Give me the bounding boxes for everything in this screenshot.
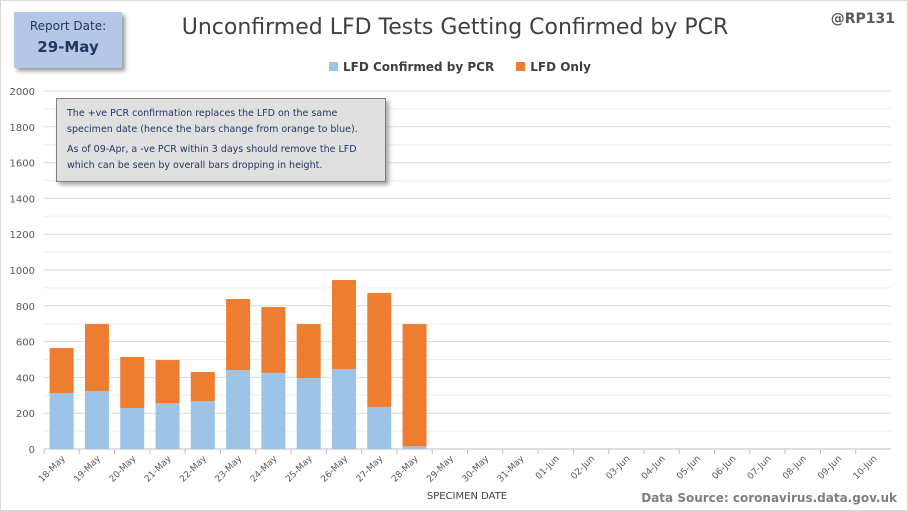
y-tick-label: 1200	[10, 230, 35, 241]
x-tick-label: 24-May	[249, 454, 280, 485]
bar-confirmed	[261, 372, 286, 449]
x-tick-label: 03-Jun	[605, 454, 633, 482]
x-tick-label: 10-Jun	[852, 454, 880, 482]
x-tick-label: 08-Jun	[781, 454, 809, 482]
bar-lfd-only	[226, 298, 251, 371]
x-tick-label: 09-Jun	[816, 454, 844, 482]
bar-lfd-only	[402, 324, 427, 447]
bar-confirmed	[49, 392, 74, 449]
x-tick-label: 28-May	[390, 454, 421, 485]
x-tick-label: 21-May	[143, 454, 174, 485]
report-date-label: Report Date:	[29, 19, 107, 33]
bar-lfd-only	[120, 356, 145, 409]
y-tick-label: 1800	[10, 123, 35, 134]
bar-confirmed	[367, 406, 392, 449]
y-tick-label: 800	[16, 302, 35, 313]
bar-confirmed	[84, 391, 109, 449]
legend-label: LFD Confirmed by PCR	[343, 60, 495, 74]
annotation-note: The +ve PCR confirmation replaces the LF…	[56, 98, 386, 182]
bar-confirmed	[226, 370, 251, 449]
bar-lfd-only	[296, 324, 321, 378]
bar-lfd-only	[261, 307, 286, 373]
note-paragraph-1: The +ve PCR confirmation replaces the LF…	[67, 108, 358, 135]
x-tick-label: 06-Jun	[711, 454, 739, 482]
x-axis-label: SPECIMEN DATE	[427, 491, 507, 502]
report-date-value: 29-May	[37, 38, 99, 56]
x-tick-label: 27-May	[355, 454, 386, 485]
x-tick-label: 25-May	[284, 454, 315, 485]
legend-label: LFD Only	[530, 60, 591, 74]
bar-lfd-only	[367, 292, 392, 407]
x-tick-label: 29-May	[425, 454, 456, 485]
legend: LFD Confirmed by PCR LFD Only	[329, 60, 591, 74]
x-tick-label: 31-May	[496, 454, 527, 485]
x-tick-label: 22-May	[178, 454, 209, 485]
y-tick-label: 1400	[10, 194, 35, 205]
y-tick-label: 600	[16, 338, 35, 349]
y-tick-label: 1000	[10, 266, 35, 277]
bar-lfd-only	[190, 372, 215, 402]
x-tick-label: 30-May	[461, 454, 492, 485]
legend-item-confirmed: LFD Confirmed by PCR	[329, 60, 494, 74]
bar-confirmed	[296, 377, 321, 449]
bar-lfd-only	[155, 360, 180, 403]
x-tick-label: 05-Jun	[675, 454, 703, 482]
y-tick-label: 0	[29, 445, 35, 456]
x-tick-label: 01-Jun	[534, 454, 562, 482]
data-source: Data Source: coronavirus.data.gov.uk	[641, 491, 897, 505]
y-tick-label: 2000	[10, 87, 35, 98]
y-tick-label: 1600	[10, 159, 35, 170]
y-tick-label: 200	[16, 409, 35, 420]
author-handle: @RP131	[830, 11, 895, 27]
bar-lfd-only	[84, 324, 109, 392]
y-tick-label: 400	[16, 373, 35, 384]
bar-confirmed	[331, 368, 356, 449]
bar-confirmed	[120, 408, 145, 449]
bar-confirmed	[190, 401, 215, 449]
x-tick-label: 19-May	[72, 454, 103, 485]
x-tick-label: 18-May	[37, 454, 68, 485]
x-tick-label: 23-May	[214, 454, 245, 485]
x-tick-label: 02-Jun	[569, 454, 597, 482]
x-tick-label: 04-Jun	[640, 454, 668, 482]
report-date-box: Report Date: 29-May	[14, 12, 122, 68]
bar-lfd-only	[331, 280, 356, 369]
bar-confirmed	[155, 402, 180, 449]
chart-title: Unconfirmed LFD Tests Getting Confirmed …	[181, 15, 729, 40]
note-paragraph-2: As of 09-Apr, a -ve PCR within 3 days sh…	[67, 144, 357, 171]
x-tick-label: 26-May	[319, 454, 350, 485]
bar-confirmed	[402, 446, 427, 449]
x-tick-label: 07-Jun	[746, 454, 774, 482]
legend-item-lfd-only: LFD Only	[516, 60, 591, 74]
bar-lfd-only	[49, 348, 74, 393]
x-tick-label: 20-May	[108, 454, 139, 485]
